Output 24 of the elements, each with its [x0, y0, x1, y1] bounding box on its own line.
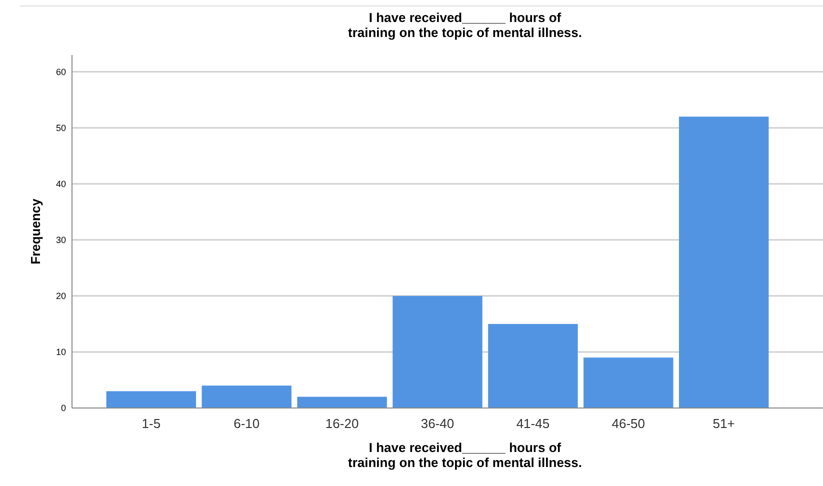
- bar: [678, 116, 769, 408]
- x-tick-label: 41-45: [516, 416, 550, 431]
- x-axis-title: I have received______ hours of training on the topic of mental illness.: [348, 440, 582, 470]
- bar: [297, 396, 387, 408]
- bar: [488, 324, 578, 408]
- x-tick-label: 46-50: [612, 416, 646, 431]
- y-tick-label: 40: [56, 179, 66, 190]
- x-tick-label: 16-20: [325, 416, 359, 431]
- x-tick-label: 1-5: [142, 416, 161, 431]
- bar: [584, 358, 674, 408]
- y-axis-title: Frequency: [28, 198, 43, 264]
- bar: [106, 391, 196, 408]
- y-tick-label: 20: [56, 291, 66, 302]
- y-tick-label: 30: [56, 235, 66, 246]
- bar: [392, 296, 482, 408]
- x-tick-label: 6-10: [234, 416, 260, 431]
- y-tick-label: 10: [56, 347, 66, 358]
- y-tick-label: 50: [56, 122, 66, 133]
- chart-title: I have received______ hours of training on the topic of mental illness.: [348, 10, 582, 40]
- y-tick-label: 0: [60, 403, 66, 414]
- y-tick-label: 60: [56, 66, 66, 77]
- x-tick-label: 36-40: [420, 416, 454, 431]
- bar: [202, 386, 292, 408]
- x-tick-label: 51+: [712, 416, 735, 431]
